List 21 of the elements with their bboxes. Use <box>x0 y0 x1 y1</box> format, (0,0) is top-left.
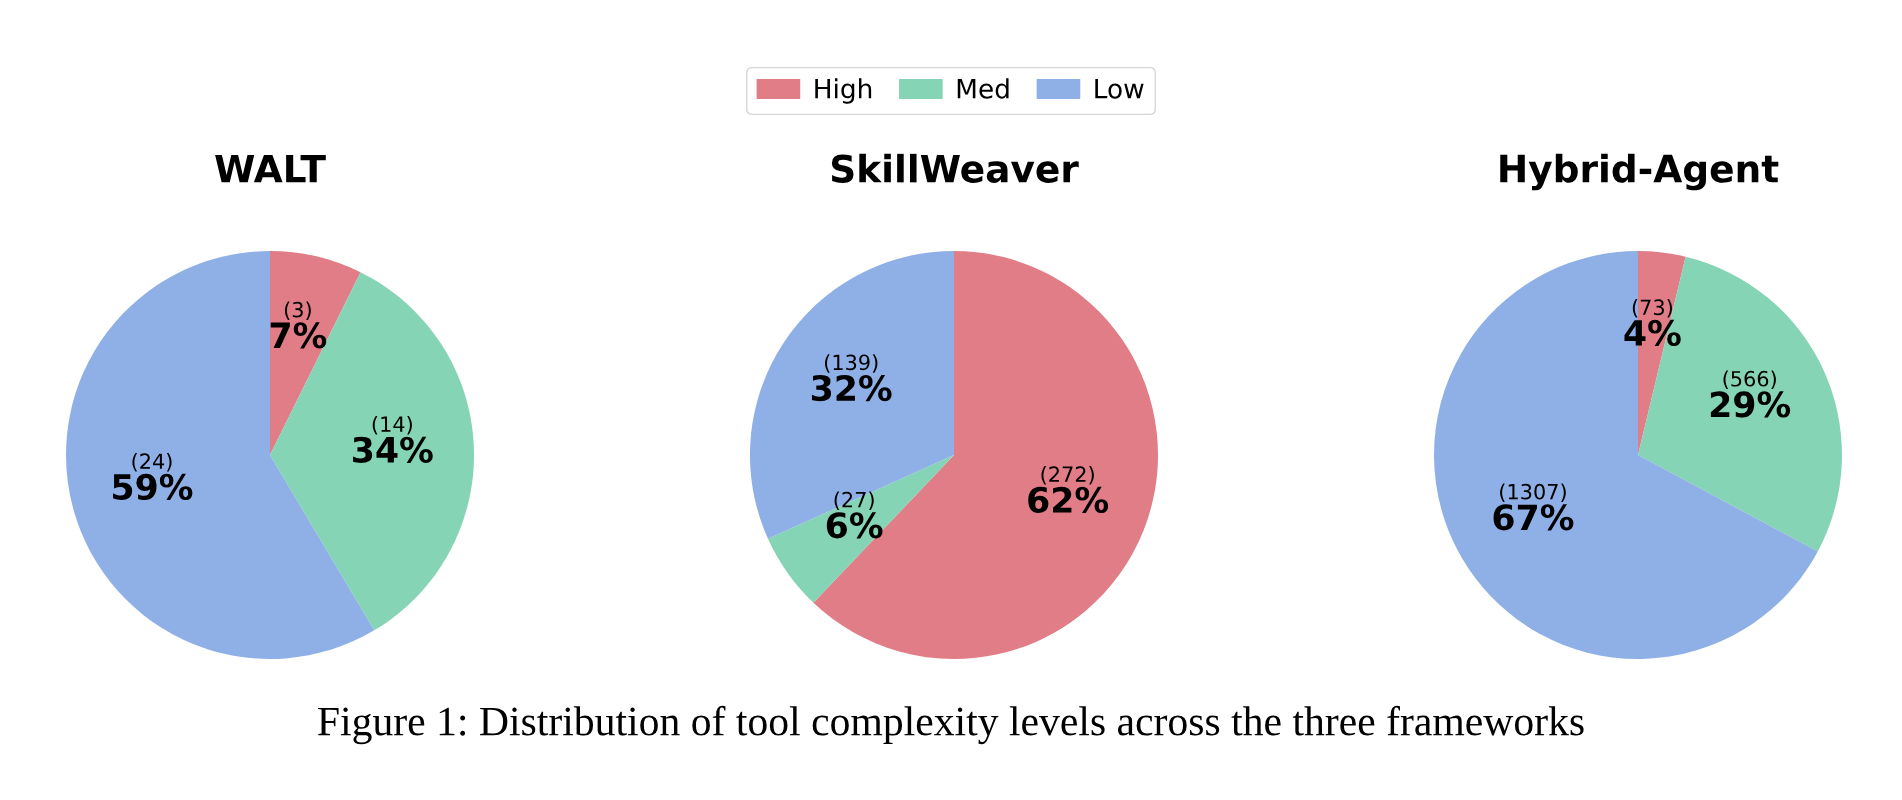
pie-slice <box>750 251 954 539</box>
data-label: (272) 62% <box>1028 466 1109 514</box>
pie-slice <box>768 455 954 603</box>
data-label: (566) 29% <box>1710 370 1791 418</box>
data-label: (139) 32% <box>811 354 892 402</box>
data-label: (73) 4% <box>1624 299 1681 347</box>
chart-title: Hybrid-Agent <box>1500 153 1779 191</box>
data-label: (27) 6% <box>826 491 883 539</box>
legend-label: High <box>815 78 872 104</box>
data-label: (1307) 67% <box>1493 483 1574 531</box>
pie-slice <box>1434 251 1818 659</box>
legend-label: Low <box>1095 79 1144 99</box>
caption: Figure 1: Distribution of tool complexity levels across the three frameworks <box>318 705 1584 745</box>
data-label: (14) 34% <box>353 415 433 463</box>
pie-slice <box>270 272 474 631</box>
text: WALT <box>215 155 326 183</box>
chart-title: SkillWeaver <box>831 153 1079 183</box>
pie-slice <box>813 251 1158 659</box>
data-label: (3) 7% <box>270 301 327 349</box>
data-label: (24) 59% <box>113 453 193 501</box>
legend-label: Med <box>957 78 1009 99</box>
